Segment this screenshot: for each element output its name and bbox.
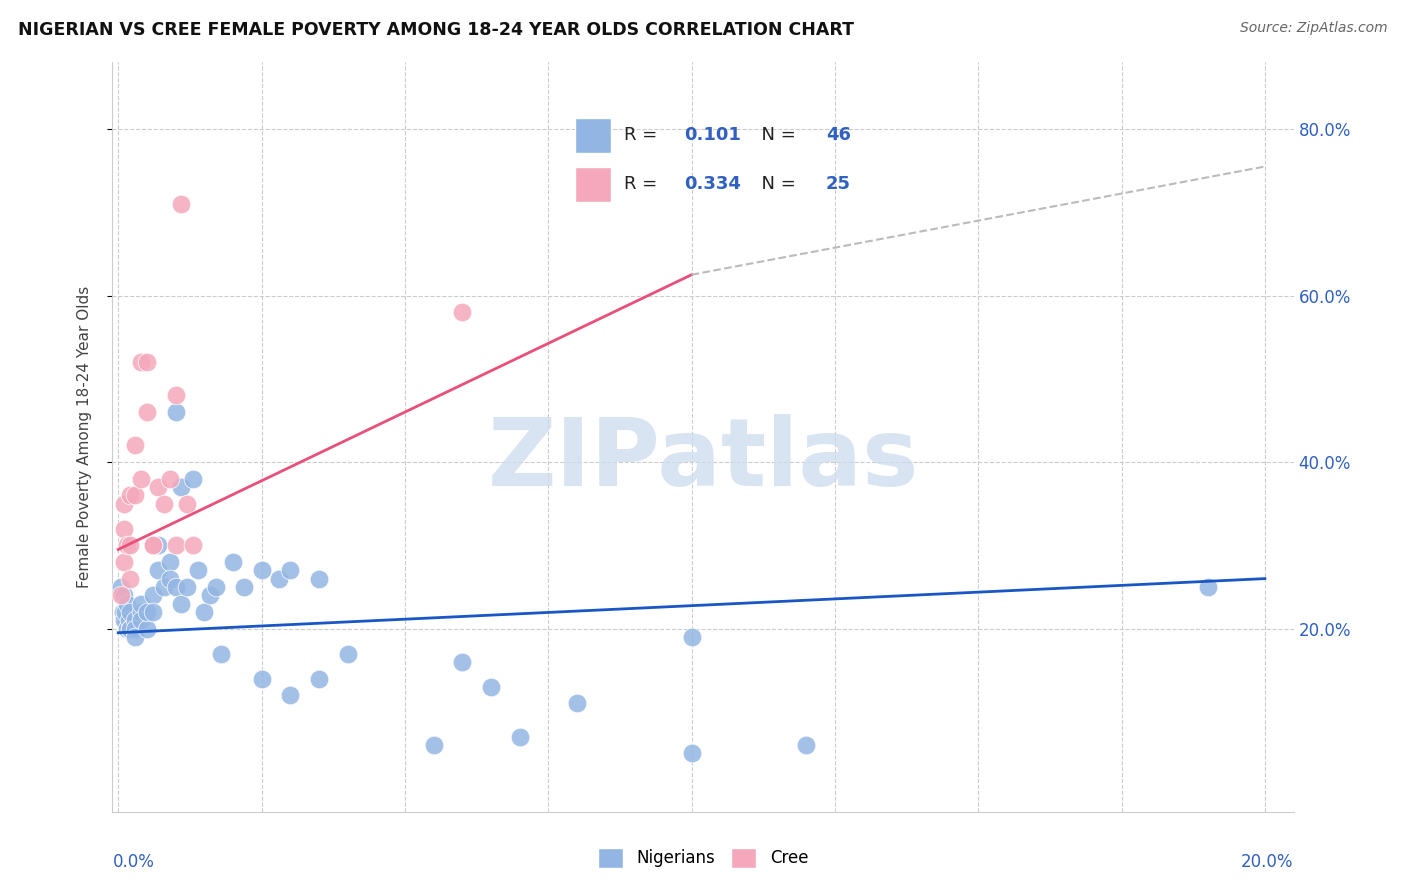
Point (124, 613, 146, 627)
Point (336, 647, 359, 661)
Point (124, 488, 146, 502)
Point (129, 605, 152, 619)
Point (124, 630, 146, 644)
Text: ZIPatlas: ZIPatlas (488, 414, 918, 506)
Point (135, 355, 157, 369)
Point (112, 522, 135, 536)
Point (153, 580, 176, 594)
Point (129, 472, 152, 486)
Point (181, 538, 204, 552)
Point (153, 497, 176, 511)
Point (170, 480, 193, 494)
Point (118, 622, 141, 636)
Point (267, 572, 290, 586)
Point (170, 197, 193, 211)
Point (112, 588, 135, 602)
Point (198, 588, 221, 602)
Text: 0.0%: 0.0% (112, 853, 155, 871)
Point (115, 597, 138, 611)
Point (118, 488, 141, 502)
Point (111, 605, 134, 619)
Point (129, 355, 152, 369)
Point (129, 597, 152, 611)
Point (142, 605, 165, 619)
Point (165, 538, 187, 552)
Point (118, 605, 141, 619)
Text: Source: ZipAtlas.com: Source: ZipAtlas.com (1240, 21, 1388, 35)
Point (681, 630, 703, 644)
Point (308, 572, 330, 586)
Point (233, 580, 256, 594)
Point (112, 497, 135, 511)
Point (112, 613, 135, 627)
Point (193, 605, 215, 619)
Point (159, 555, 181, 569)
Point (451, 655, 474, 669)
Point (165, 580, 187, 594)
Point (142, 538, 165, 552)
Point (124, 622, 146, 636)
Point (1197, 580, 1219, 594)
Point (118, 622, 141, 636)
Point (118, 538, 141, 552)
Point (148, 538, 170, 552)
Point (222, 555, 245, 569)
Point (159, 572, 181, 586)
Point (565, 697, 588, 711)
Point (250, 563, 273, 577)
Legend: Nigerians, Cree: Nigerians, Cree (591, 841, 815, 875)
Point (115, 622, 138, 636)
Point (308, 672, 330, 686)
Point (110, 588, 132, 602)
Point (170, 597, 193, 611)
Point (165, 388, 187, 402)
Point (250, 672, 273, 686)
Point (110, 580, 132, 594)
Point (129, 613, 152, 627)
Point (148, 563, 170, 577)
Text: 20.0%: 20.0% (1241, 853, 1294, 871)
Point (114, 605, 136, 619)
Point (278, 563, 301, 577)
Point (124, 438, 146, 452)
Point (422, 738, 444, 752)
Point (135, 605, 157, 619)
Point (135, 405, 157, 419)
Point (159, 472, 181, 486)
Point (479, 680, 502, 694)
Point (451, 305, 474, 319)
Point (165, 405, 187, 419)
Point (509, 730, 531, 744)
Text: NIGERIAN VS CREE FEMALE POVERTY AMONG 18-24 YEAR OLDS CORRELATION CHART: NIGERIAN VS CREE FEMALE POVERTY AMONG 18… (18, 21, 855, 38)
Y-axis label: Female Poverty Among 18-24 Year Olds: Female Poverty Among 18-24 Year Olds (77, 286, 91, 588)
Point (112, 555, 135, 569)
Point (794, 738, 817, 752)
Point (209, 647, 232, 661)
Point (117, 613, 139, 627)
Point (118, 572, 141, 586)
Point (142, 588, 165, 602)
Point (204, 580, 226, 594)
Point (187, 563, 209, 577)
Point (278, 688, 301, 702)
Point (176, 580, 198, 594)
Point (176, 497, 198, 511)
Point (681, 747, 703, 761)
Point (115, 538, 138, 552)
Point (148, 480, 170, 494)
Point (181, 472, 204, 486)
Point (135, 622, 157, 636)
Point (142, 538, 165, 552)
